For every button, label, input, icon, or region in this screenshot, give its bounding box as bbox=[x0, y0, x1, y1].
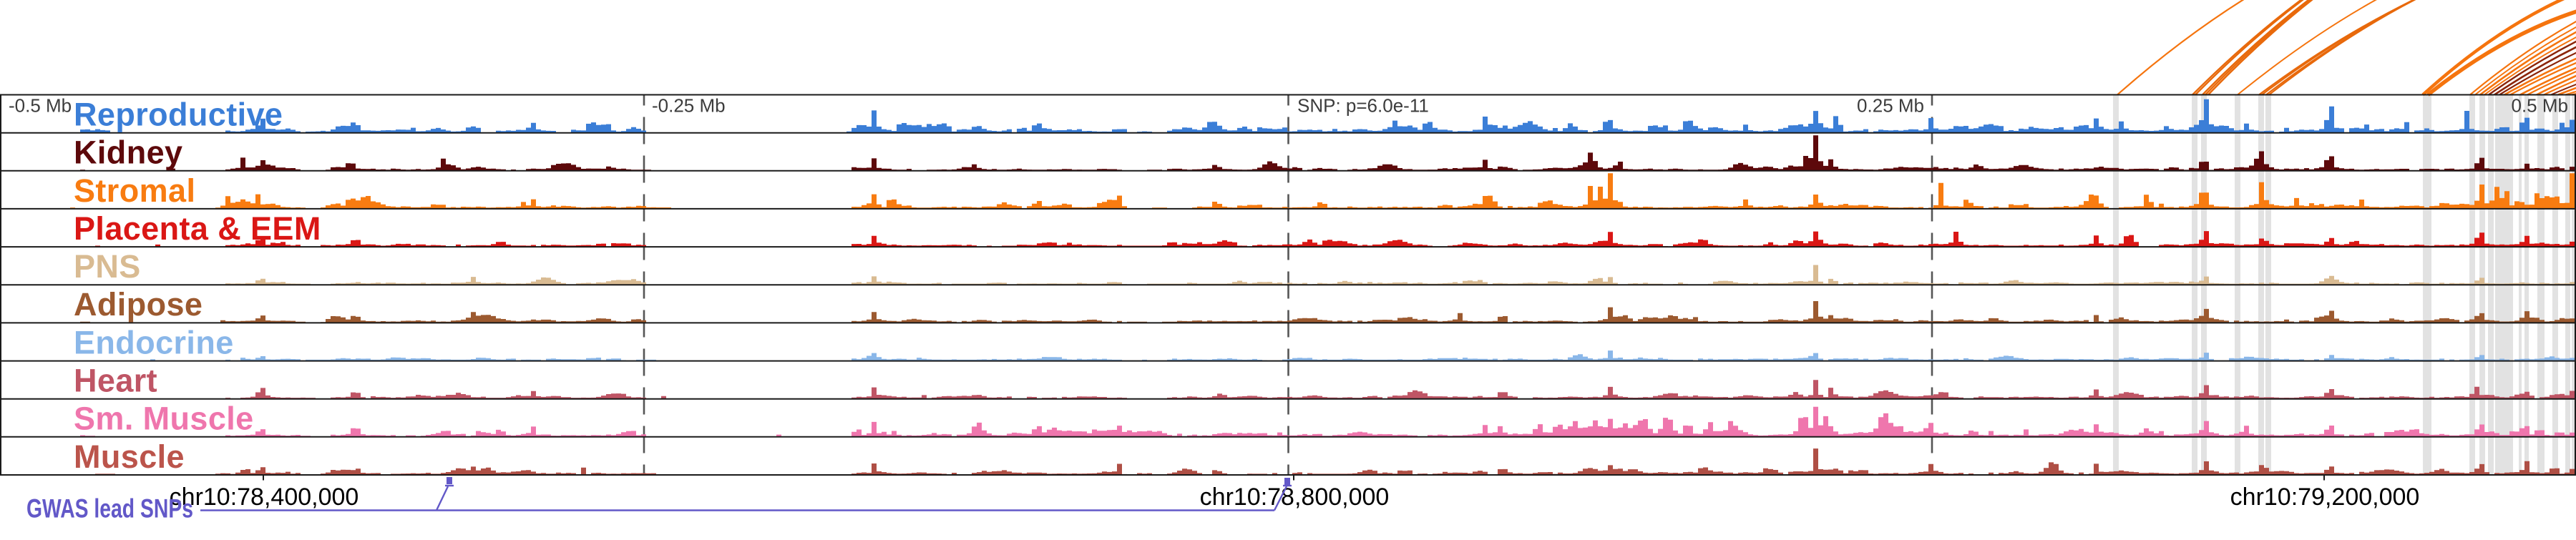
svg-text:SNP: p=6.0e-11: SNP: p=6.0e-11 bbox=[1297, 95, 1429, 117]
svg-text:chr10:78,800,000: chr10:78,800,000 bbox=[1200, 483, 1390, 511]
svg-text:PNS: PNS bbox=[74, 248, 141, 285]
svg-text:Reproductive: Reproductive bbox=[74, 97, 283, 133]
svg-text:0.25 Mb: 0.25 Mb bbox=[1857, 95, 1924, 117]
svg-text:Placenta & EEM: Placenta & EEM bbox=[74, 210, 321, 247]
svg-text:Muscle: Muscle bbox=[74, 438, 185, 475]
svg-text:chr10:78,400,000: chr10:78,400,000 bbox=[170, 483, 359, 511]
svg-text:-0.5 Mb: -0.5 Mb bbox=[9, 95, 72, 117]
svg-text:Heart: Heart bbox=[74, 363, 157, 399]
svg-text:Stromal: Stromal bbox=[74, 172, 195, 209]
svg-text:Kidney: Kidney bbox=[74, 134, 182, 171]
svg-text:-0.25 Mb: -0.25 Mb bbox=[652, 95, 726, 117]
svg-text:Adipose: Adipose bbox=[74, 286, 203, 323]
svg-text:0.5 Mb: 0.5 Mb bbox=[2512, 95, 2569, 117]
svg-text:Sm. Muscle: Sm. Muscle bbox=[74, 401, 254, 437]
svg-text:GWAS lead SNPs: GWAS lead SNPs bbox=[26, 494, 193, 524]
svg-text:chr10:79,200,000: chr10:79,200,000 bbox=[2230, 483, 2420, 511]
svg-text:Endocrine: Endocrine bbox=[74, 324, 234, 360]
